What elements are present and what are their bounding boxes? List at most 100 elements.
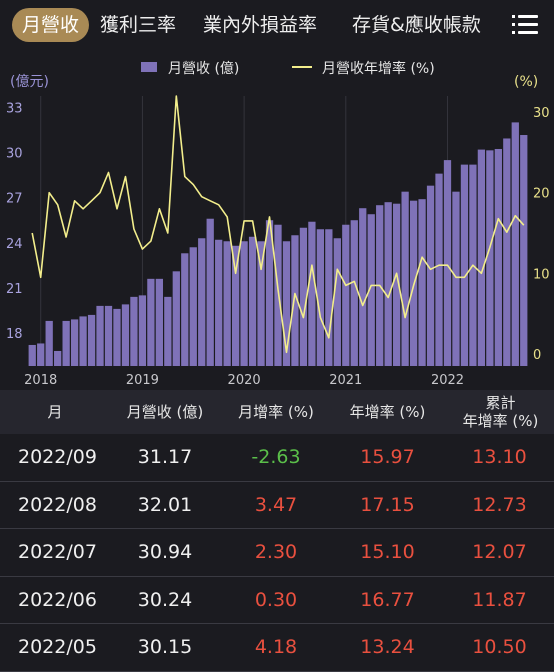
y-left-tick-27: 27 (6, 192, 23, 207)
revenue-bar (486, 150, 494, 366)
revenue-bar (28, 344, 36, 366)
revenue-bar (477, 149, 486, 366)
revenue-bar (198, 238, 206, 366)
table-row[interactable]: 2022/08 32.01 3.47 17.15 12.73 (0, 482, 554, 530)
x-tick-2019: 2019 (126, 373, 159, 388)
revenue-bar (215, 239, 223, 366)
table-row[interactable]: 2022/05 30.15 4.18 13.24 10.50 (0, 624, 554, 672)
y-left-tick-21: 21 (6, 282, 23, 297)
legend-revenue-label: 月營收 (億) (168, 61, 239, 77)
month-cell: 2022/05 (18, 636, 97, 659)
revenue-bar (503, 138, 511, 366)
revenue-bar (45, 320, 53, 366)
revenue-bar (443, 160, 452, 366)
revenue-bar (138, 295, 147, 366)
revenue-bar (70, 319, 79, 366)
y-left-unit: (億元) (10, 74, 49, 90)
revenue-bar (460, 164, 469, 366)
x-tick-2021: 2021 (329, 373, 362, 388)
cum-yoy-cell: 10.50 (472, 636, 527, 659)
revenue-cell: 31.17 (137, 446, 193, 468)
yoy-cell: 15.97 (360, 446, 415, 468)
revenue-bar (367, 214, 375, 366)
x-tick-2020: 2020 (228, 373, 261, 388)
revenue-cell: 30.94 (137, 541, 193, 564)
legend-revenue-swatch (141, 62, 157, 72)
cum-yoy-cell: 12.07 (472, 541, 527, 564)
table-row[interactable]: 2022/09 31.17 -2.63 15.97 13.10 (0, 434, 554, 482)
revenue-bar (257, 241, 265, 366)
revenue-bar (435, 173, 443, 366)
revenue-bar (384, 202, 392, 366)
tab-profit-ratios[interactable]: 獲利三率 (100, 14, 177, 36)
revenue-bar (37, 343, 45, 366)
revenue-bar (350, 220, 358, 366)
yoy-cell: 16.77 (360, 588, 415, 611)
revenue-bar (401, 191, 409, 366)
revenue-bar (155, 278, 163, 366)
menu-icon[interactable] (512, 14, 538, 36)
revenue-bar (494, 148, 502, 366)
mom-cell: 2.30 (254, 541, 298, 564)
revenue-bar (511, 122, 519, 366)
col-yoy: 年增率 (%) (349, 403, 426, 421)
revenue-bar (325, 229, 333, 366)
revenue-bar (62, 320, 70, 366)
revenue-bar (189, 247, 197, 366)
revenue-bar (113, 308, 121, 366)
revenue-cell: 30.24 (137, 588, 193, 611)
month-cell: 2022/08 (18, 493, 97, 516)
mom-cell: -2.63 (251, 446, 301, 468)
y-right-unit: (%) (514, 74, 538, 90)
revenue-bar (308, 221, 316, 366)
revenue-cell: 32.01 (137, 493, 193, 516)
revenue-bar (121, 304, 130, 366)
revenue-bar (282, 241, 291, 366)
revenue-bar (316, 229, 325, 366)
y-left-tick-24: 24 (6, 237, 23, 252)
revenue-bar (333, 238, 341, 366)
revenue-bar (130, 296, 138, 366)
revenue-table: 2022/09 31.17 -2.63 15.97 13.10 2022/08 32.01 3… (0, 434, 554, 672)
mom-cell: 3.47 (254, 493, 298, 516)
revenue-bar (393, 203, 401, 366)
y-right-tick-0: 0 (533, 348, 541, 363)
col-month: 月 (47, 403, 63, 421)
y-right-tick-10: 10 (533, 267, 550, 282)
revenue-bar (172, 271, 180, 366)
revenue-bar (79, 316, 87, 366)
revenue-bar (426, 185, 435, 366)
legend-yoy-label: 月營收年增率 (%) (322, 60, 435, 77)
tab-monthly-revenue[interactable]: 月營收 (12, 8, 90, 42)
yoy-cell: 13.24 (360, 636, 415, 659)
x-tick-2022: 2022 (431, 373, 464, 388)
revenue-chart: 月營收 (億) 月營收年增率 (%) (億元) (%) 2018 2019 2020 2021… (6, 60, 550, 388)
cum-yoy-cell: 13.10 (472, 446, 527, 468)
col-revenue: 月營收 (億) (126, 403, 204, 421)
table-row[interactable]: 2022/06 30.24 0.30 16.77 11.87 (0, 577, 554, 625)
y-left-tick-30: 30 (6, 147, 23, 162)
revenue-bar (147, 278, 155, 366)
revenue-bar (206, 218, 214, 366)
y-left-tick-18: 18 (6, 327, 23, 342)
revenue-bar (299, 227, 308, 366)
revenue-bar (452, 191, 460, 366)
x-tick-2018: 2018 (24, 373, 57, 388)
mom-cell: 0.30 (254, 588, 298, 611)
tab-bar: 月營收 獲利三率 業內外損益率 存貨&應收帳款 (0, 0, 554, 50)
revenue-bar (265, 220, 274, 366)
revenue-bar (223, 241, 231, 366)
revenue-bar (418, 199, 426, 366)
table-row[interactable]: 2022/07 30.94 2.30 15.10 12.07 (0, 529, 554, 577)
revenue-bar (359, 208, 367, 366)
y-left-tick-33: 33 (6, 102, 23, 117)
revenue-bar (181, 253, 189, 366)
month-cell: 2022/06 (18, 588, 97, 611)
revenue-bar (291, 235, 299, 366)
revenue-bar (164, 296, 172, 366)
tab-non-operating[interactable]: 業內外損益率 (203, 14, 318, 36)
revenue-bar (231, 245, 240, 366)
revenue-bar (240, 241, 248, 366)
month-cell: 2022/07 (18, 541, 97, 564)
tab-inventory-receivables[interactable]: 存貨&應收帳款 (352, 14, 481, 36)
